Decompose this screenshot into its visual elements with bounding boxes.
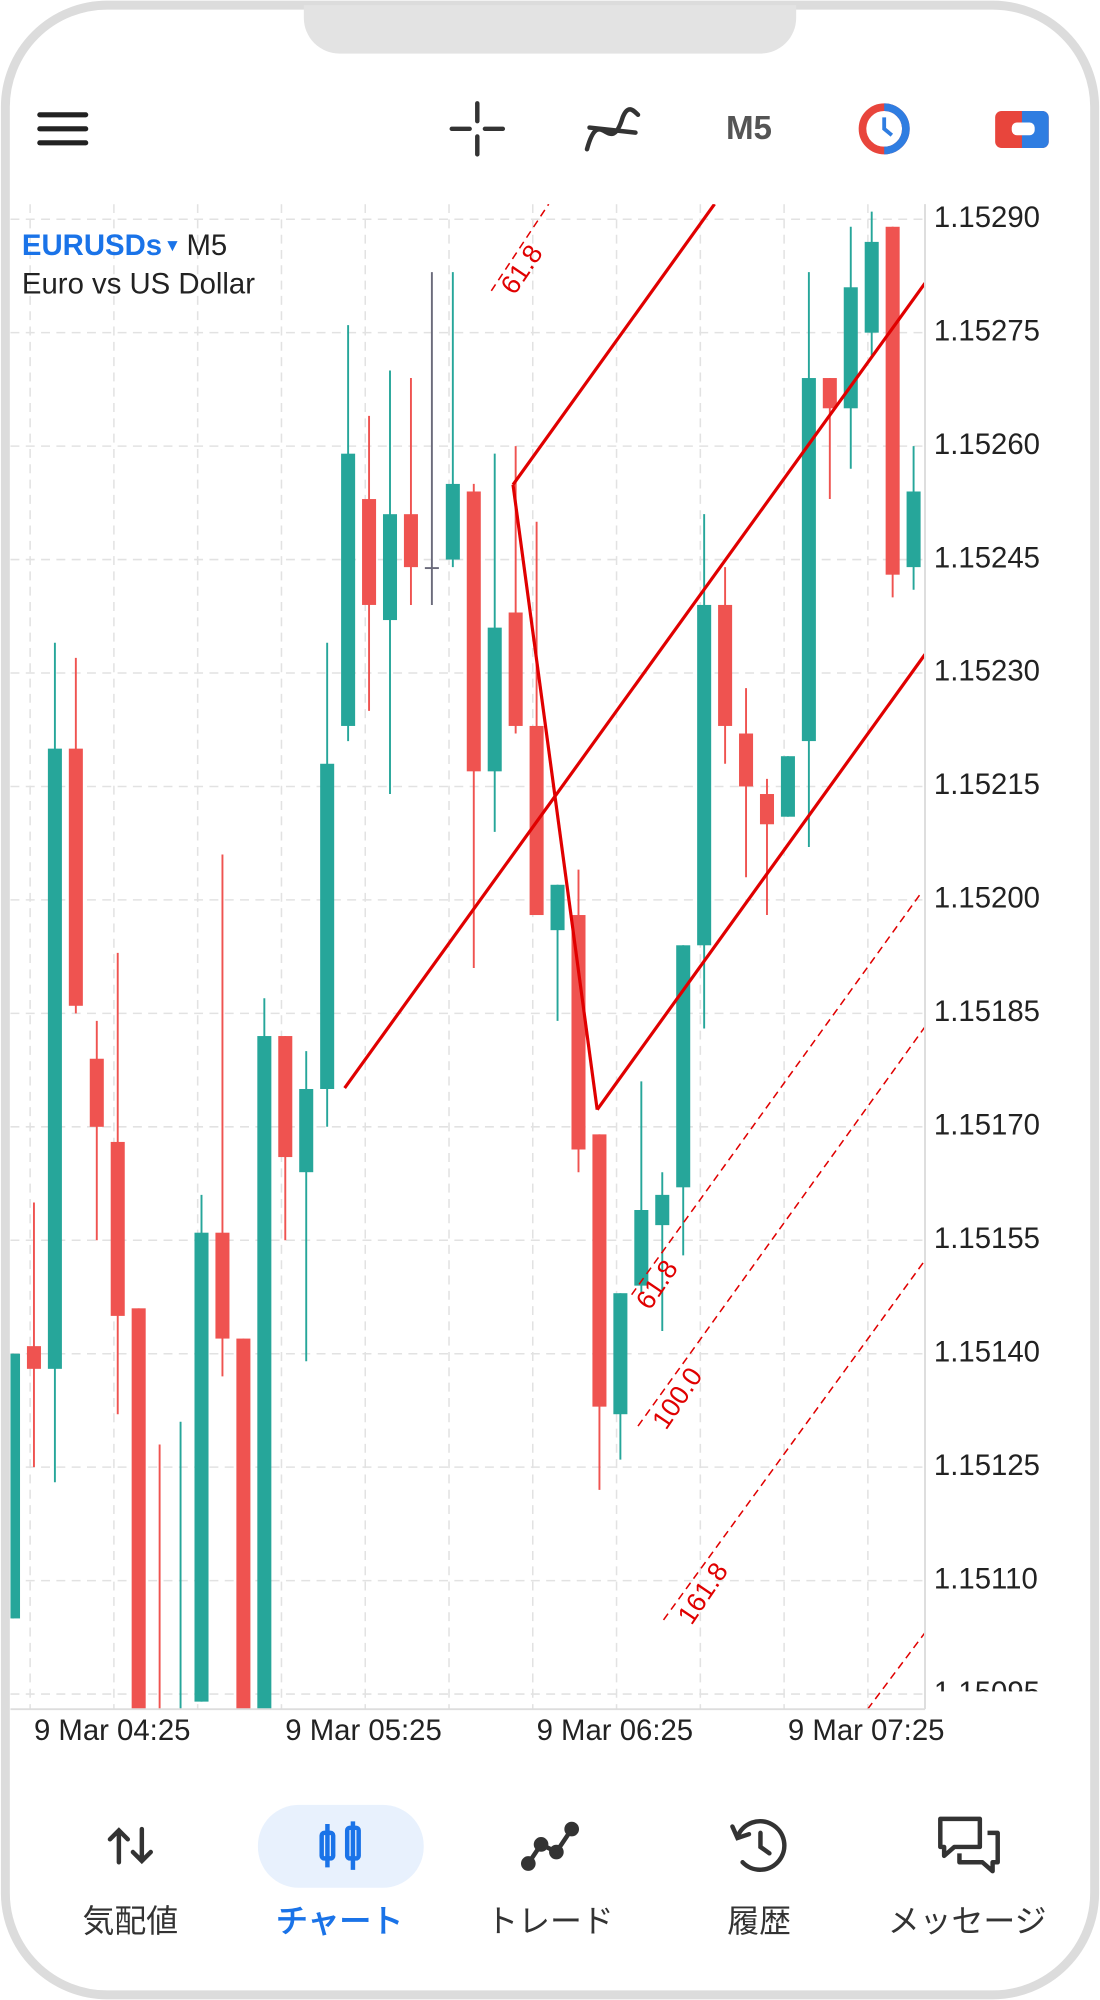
y-tick-label: 1.15110 — [934, 1562, 1038, 1595]
y-tick-label: 1.15095 — [934, 1676, 1040, 1709]
candle-body — [382, 514, 398, 621]
x-tick-label: 9 Mar 07:25 — [788, 1714, 945, 1747]
candle-body — [89, 1058, 104, 1127]
candle-body — [634, 1210, 649, 1286]
candle-body — [801, 378, 816, 742]
indicators-button[interactable] — [584, 107, 641, 152]
candle-body — [47, 748, 62, 1369]
candle-body — [843, 287, 858, 409]
candle-body — [487, 627, 502, 772]
chart-icon — [319, 1821, 361, 1870]
y-tick-label: 1.15125 — [934, 1449, 1040, 1482]
candle-body — [26, 1346, 41, 1369]
y-tick-label: 1.15245 — [934, 541, 1040, 574]
candle-body — [341, 453, 356, 726]
y-tick-label: 1.15290 — [934, 201, 1040, 234]
candle-body — [299, 1088, 314, 1173]
candle-body — [131, 1308, 146, 1710]
candle-body — [864, 241, 879, 333]
candle-body — [320, 763, 335, 1089]
nav-tab-label[interactable]: チャート — [276, 1903, 403, 1939]
nav-tab-label[interactable]: トレード — [486, 1903, 614, 1939]
candle-body — [885, 226, 900, 575]
x-tick-label: 9 Mar 04:25 — [34, 1714, 191, 1747]
candle-body — [718, 604, 733, 726]
fibonacci-channel — [343, 204, 925, 1710]
x-tick-label: 9 Mar 05:25 — [285, 1714, 442, 1747]
nav-tab-label[interactable]: 気配値 — [83, 1903, 179, 1939]
history-icon — [730, 1819, 787, 1872]
candle-body — [655, 1194, 670, 1226]
bottom-nav: 気配値 チャート トレード 履歴 メッセージ — [83, 1804, 1047, 1939]
x-tick-label: 9 Mar 06:25 — [537, 1714, 694, 1747]
candle-body — [424, 567, 439, 570]
candle-body — [592, 1134, 607, 1407]
candle-body — [822, 378, 837, 409]
y-tick-label: 1.15230 — [934, 655, 1040, 688]
candle-body — [403, 514, 418, 568]
candle-body — [215, 1232, 230, 1339]
y-tick-label: 1.15260 — [934, 428, 1040, 461]
crosshair-button[interactable] — [449, 101, 506, 157]
candle-body — [466, 491, 481, 772]
candle-body — [362, 499, 377, 605]
y-tick-label: 1.15170 — [934, 1109, 1040, 1142]
candle-body — [236, 1338, 251, 1710]
quotes-icon — [107, 1826, 153, 1865]
time-button[interactable] — [858, 103, 910, 155]
chart-timeframe: M5 — [186, 229, 227, 262]
y-tick-label: 1.15215 — [934, 768, 1040, 801]
candle-body — [906, 491, 921, 568]
nav-tab-label[interactable]: メッセージ — [888, 1903, 1047, 1939]
candle-body — [550, 884, 565, 931]
symbol-dropdown[interactable] — [167, 241, 178, 252]
candle-body — [278, 1036, 293, 1158]
candle-body — [194, 1232, 209, 1702]
symbol[interactable]: EURUSDs — [22, 229, 162, 262]
y-tick-label: 1.15185 — [934, 995, 1040, 1028]
y-tick-label: 1.15200 — [934, 882, 1040, 915]
price-axis: 1.15290 1.15275 1.15260 1.15245 1.15230 1.152… — [934, 201, 1040, 1709]
timeframe-button[interactable]: M5 — [726, 110, 772, 147]
candle-body — [571, 915, 586, 1150]
symbol-description: Euro vs US Dollar — [22, 267, 255, 300]
trade-button[interactable] — [995, 110, 1049, 148]
candle-body — [780, 756, 795, 817]
candle-body — [68, 748, 83, 1006]
candle-body — [759, 794, 775, 825]
candle-body — [257, 1036, 272, 1710]
candle-body — [110, 1141, 125, 1316]
messages-icon — [938, 1816, 1000, 1874]
y-tick-label: 1.15275 — [934, 314, 1040, 347]
notch — [303, 5, 797, 54]
plot-area — [10, 204, 925, 1710]
y-tick-label: 1.15140 — [934, 1335, 1040, 1368]
candle-body — [739, 733, 754, 787]
menu-button[interactable] — [37, 112, 89, 146]
candle-body — [676, 945, 691, 1188]
candle-body — [10, 1353, 21, 1619]
y-tick-label: 1.15155 — [934, 1222, 1040, 1255]
active-tab-pill — [257, 1804, 424, 1888]
candle-body — [508, 612, 523, 726]
candle-body — [613, 1293, 628, 1415]
nav-tab-label[interactable]: 履歴 — [727, 1903, 791, 1939]
candle-body — [697, 604, 712, 946]
candle-body — [445, 483, 460, 560]
trade-icon — [520, 1821, 580, 1871]
